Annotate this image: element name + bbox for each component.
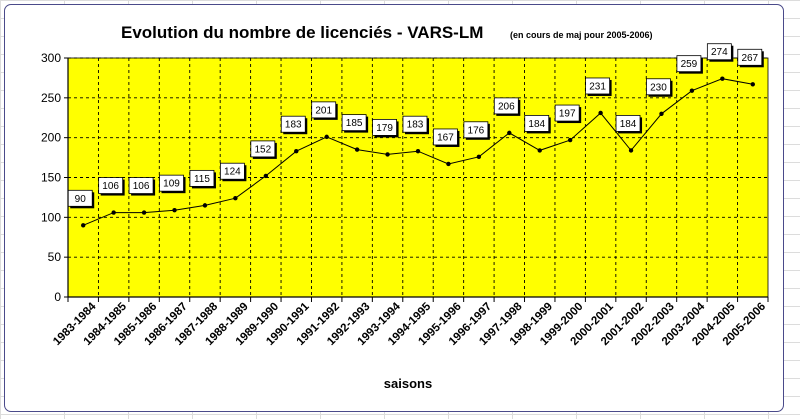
data-point xyxy=(354,147,360,152)
data-label: 152 xyxy=(254,144,271,155)
data-label: 90 xyxy=(75,194,87,205)
data-point xyxy=(141,210,147,215)
data-label-box xyxy=(372,118,397,136)
y-axis-ticks: 0 50 100 150 200 250 300 xyxy=(41,51,68,304)
data-label-box xyxy=(676,55,702,73)
data-point xyxy=(567,137,573,143)
data-label: 124 xyxy=(224,167,241,178)
data-point xyxy=(202,203,208,208)
data-label: 230 xyxy=(650,82,667,93)
data-label-box xyxy=(615,115,641,132)
data-label: 176 xyxy=(468,125,485,136)
x-axis-label: saisons xyxy=(384,376,432,391)
data-label-box xyxy=(311,101,337,119)
data-label-box xyxy=(706,43,732,61)
data-label: 115 xyxy=(194,174,210,185)
data-label-box xyxy=(250,140,276,158)
chart-subtitle: (en cours de maj pour 2005-2006) xyxy=(510,30,653,40)
data-label-box xyxy=(67,189,93,207)
data-label: 106 xyxy=(102,181,119,192)
data-label: 206 xyxy=(498,101,515,112)
data-label-box xyxy=(737,48,763,66)
data-label: 274 xyxy=(711,47,728,58)
data-point xyxy=(689,88,695,93)
data-point xyxy=(659,111,664,116)
data-point xyxy=(750,82,755,87)
data-label-box xyxy=(189,169,215,187)
data-label-box xyxy=(493,97,519,115)
data-label-box xyxy=(554,104,580,122)
y-tick-label: 150 xyxy=(41,171,61,185)
y-tick-label: 0 xyxy=(54,290,61,304)
data-labels: 90 106 106 109 115 124 152 183 201 185 179 183 167 17… xyxy=(67,43,764,209)
data-label: 197 xyxy=(559,109,576,120)
chart-title: Evolution du nombre de licenciés - VARS-… xyxy=(121,23,483,42)
data-label-box xyxy=(280,115,306,133)
data-label: 184 xyxy=(620,119,637,130)
y-tick-label: 100 xyxy=(41,210,61,224)
x-axis-ticks: 1983-19841984-19851985-19861986-19871987… xyxy=(51,297,769,348)
data-label-box xyxy=(159,174,184,192)
data-label-box xyxy=(341,114,367,132)
data-point xyxy=(598,110,603,116)
data-point xyxy=(324,134,329,140)
data-label-box xyxy=(402,115,428,133)
data-point xyxy=(446,161,451,167)
data-label: 106 xyxy=(133,181,150,192)
y-tick-label: 250 xyxy=(41,91,61,105)
data-markers xyxy=(81,76,755,228)
data-label: 167 xyxy=(437,132,454,143)
data-label: 267 xyxy=(741,53,758,64)
data-label: 231 xyxy=(589,81,606,92)
data-label-box xyxy=(463,121,489,139)
data-point xyxy=(507,130,512,136)
data-point xyxy=(294,149,299,154)
data-label-box xyxy=(98,177,124,194)
data-label-box xyxy=(219,162,245,180)
data-label: 183 xyxy=(285,120,302,131)
data-point xyxy=(415,149,421,154)
x-gridlines xyxy=(97,58,739,297)
data-point xyxy=(111,210,116,215)
data-point xyxy=(172,207,177,213)
data-label-box xyxy=(433,128,458,146)
data-point xyxy=(385,152,390,157)
data-label: 109 xyxy=(163,179,180,190)
y-tick-label: 200 xyxy=(41,131,61,145)
data-point xyxy=(81,223,86,228)
data-point xyxy=(628,148,634,153)
data-label: 185 xyxy=(346,118,363,129)
y-gridlines xyxy=(68,57,768,258)
chart-title-group: Evolution du nombre de licenciés - VARS-… xyxy=(121,23,653,42)
data-label: 179 xyxy=(376,123,393,134)
data-label: 201 xyxy=(315,105,332,116)
y-tick-label: 50 xyxy=(48,250,62,264)
data-point xyxy=(537,148,542,153)
data-label-box xyxy=(646,78,671,96)
y-tick-label: 300 xyxy=(41,51,61,65)
data-point xyxy=(476,154,482,159)
data-point xyxy=(263,173,269,179)
data-point xyxy=(720,76,725,81)
data-label: 184 xyxy=(528,119,545,130)
data-label-box xyxy=(128,177,154,194)
data-label-box xyxy=(585,77,611,95)
data-label-box xyxy=(524,115,550,132)
data-label: 259 xyxy=(681,59,698,70)
data-point xyxy=(233,196,238,201)
data-label: 183 xyxy=(407,120,424,131)
